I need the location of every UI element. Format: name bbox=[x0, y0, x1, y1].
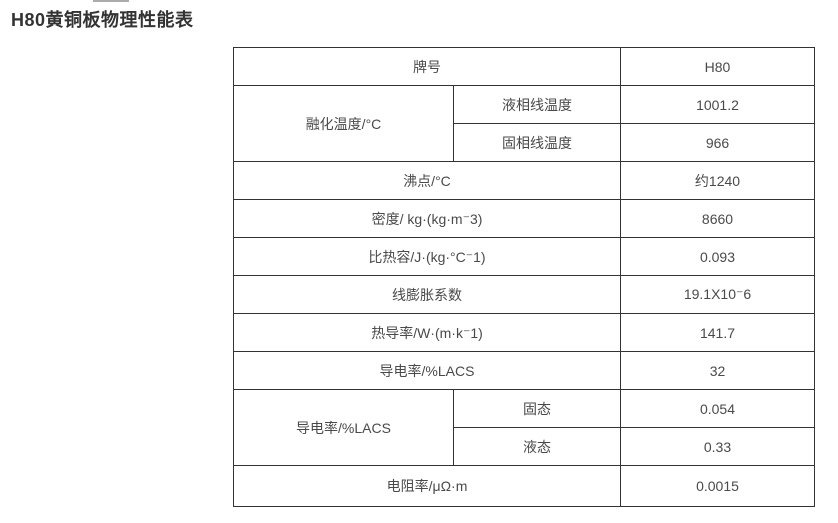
group-label-cell: 融化温度/°C bbox=[233, 85, 454, 162]
row-value-cell: 141.7 bbox=[620, 313, 815, 352]
table-row: 热导率/W·(m·k⁻1) 141.7 bbox=[233, 313, 815, 352]
table-row: 密度/ kg·(kg·m⁻3) 8660 bbox=[233, 199, 815, 238]
sub-label-cell: 固相线温度 bbox=[453, 123, 621, 162]
row-value-cell: H80 bbox=[620, 47, 815, 86]
row-value-cell: 1001.2 bbox=[620, 85, 815, 124]
row-value-cell: 19.1X10⁻6 bbox=[620, 275, 815, 314]
row-value-cell: 32 bbox=[620, 351, 815, 390]
row-label-cell: 导电率/%LACS bbox=[233, 351, 621, 390]
table-row: 沸点/°C 约1240 bbox=[233, 161, 815, 200]
row-value-cell: 0.054 bbox=[620, 389, 815, 428]
table-row: 电阻率/μΩ·m 0.0015 bbox=[233, 465, 815, 507]
row-value-cell: 966 bbox=[620, 123, 815, 162]
table-row: 液态 0.33 bbox=[234, 427, 815, 466]
row-value-cell: 0.093 bbox=[620, 237, 815, 276]
table-row: 比热容/J·(kg·°C⁻1) 0.093 bbox=[233, 237, 815, 276]
row-label-cell: 线膨胀系数 bbox=[233, 275, 621, 314]
cropped-element-artifact bbox=[93, 0, 129, 2]
group-label-cell: 导电率/%LACS bbox=[233, 389, 454, 466]
table-row: 固相线温度 966 bbox=[234, 123, 815, 162]
table-row: 导电率/%LACS 32 bbox=[233, 351, 815, 390]
row-label-cell: 比热容/J·(kg·°C⁻1) bbox=[233, 237, 621, 276]
page-title: H80黄铜板物理性能表 bbox=[11, 10, 194, 30]
sub-label-cell: 固态 bbox=[453, 389, 621, 428]
sub-label-cell: 液相线温度 bbox=[453, 85, 621, 124]
row-value-cell: 约1240 bbox=[620, 161, 815, 200]
row-label-cell: 密度/ kg·(kg·m⁻3) bbox=[233, 199, 621, 238]
row-value-cell: 0.0015 bbox=[620, 465, 815, 507]
row-label-cell: 牌号 bbox=[233, 47, 621, 86]
row-label-cell: 电阻率/μΩ·m bbox=[233, 465, 621, 507]
sub-label-cell: 液态 bbox=[453, 427, 621, 466]
row-value-cell: 8660 bbox=[620, 199, 815, 238]
table-row: 牌号 H80 bbox=[233, 47, 815, 86]
properties-table: 牌号 H80 融化温度/°C 液相线温度 1001.2 固相线温度 966 沸点… bbox=[233, 47, 815, 507]
table-row: 导电率/%LACS 固态 0.054 bbox=[233, 389, 815, 466]
row-label-cell: 热导率/W·(m·k⁻1) bbox=[233, 313, 621, 352]
table-row: 融化温度/°C 液相线温度 1001.2 bbox=[233, 85, 815, 162]
row-value-cell: 0.33 bbox=[620, 427, 815, 466]
row-label-cell: 沸点/°C bbox=[233, 161, 621, 200]
table-row: 线膨胀系数 19.1X10⁻6 bbox=[233, 275, 815, 314]
